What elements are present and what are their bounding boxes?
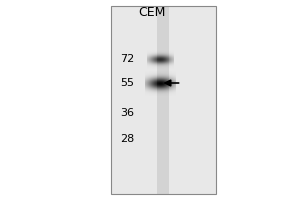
Bar [111,6,216,194]
Text: 72: 72 [120,54,134,64]
Text: 36: 36 [121,108,134,118]
Text: 28: 28 [120,134,134,144]
Text: 55: 55 [121,78,134,88]
Text: CEM: CEM [138,5,165,19]
